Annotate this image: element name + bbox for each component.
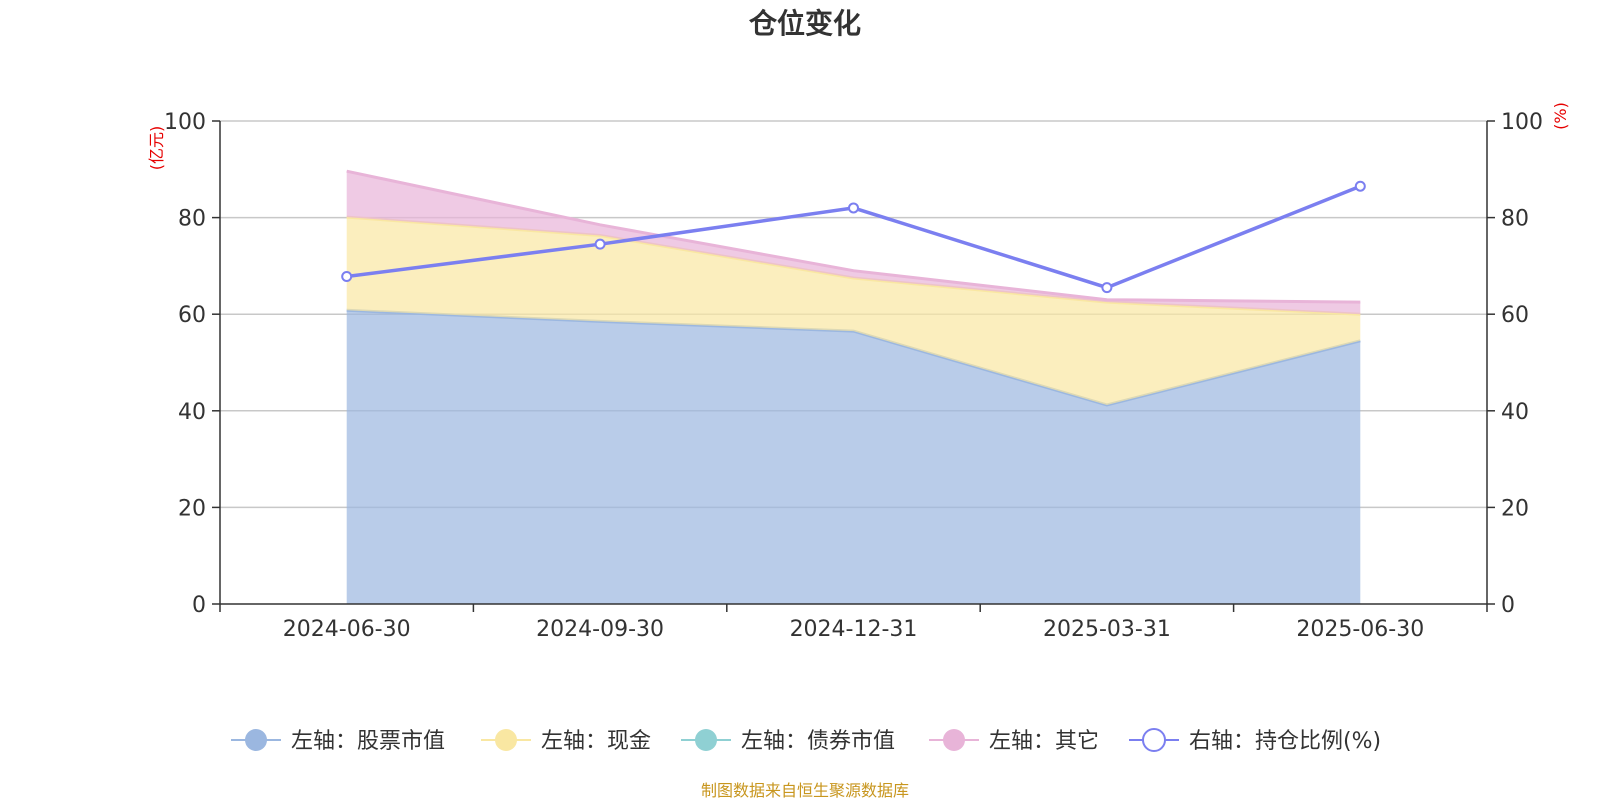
x-axis-tick-label: 2024-06-30	[283, 617, 411, 642]
area-series	[346, 169, 1361, 604]
legend-item: 左轴：债券市值	[681, 729, 895, 754]
left-axis-tick-label: 20	[178, 496, 206, 521]
legend-swatch-marker	[495, 729, 517, 751]
area-左轴：股票市值	[346, 310, 1361, 604]
left-axis-tick-label: 40	[178, 400, 206, 425]
left-axis-tick-label: 100	[164, 110, 206, 135]
data-source-note: 制图数据来自恒生聚源数据库	[701, 781, 909, 800]
line-point	[594, 238, 606, 250]
left-axis-tick-label: 0	[192, 593, 206, 618]
legend-item: 右轴：持仓比例(%)	[1129, 728, 1381, 754]
area-左轴：现金	[346, 217, 1361, 405]
legend-swatch-marker	[245, 729, 267, 751]
right-axis-tick-label: 20	[1501, 496, 1529, 521]
legend-label: 左轴：债券市值	[741, 729, 895, 754]
x-axis-tick-label: 2025-06-30	[1296, 617, 1424, 642]
legend-item: 左轴：其它	[929, 729, 1099, 754]
line-point	[341, 271, 353, 283]
x-axis-tick-label: 2024-09-30	[536, 617, 664, 642]
right-axis-tick-label: 100	[1501, 110, 1543, 135]
line-point	[848, 202, 859, 214]
chart-title: 仓位变化	[749, 7, 861, 40]
legend-item: 左轴：股票市值	[231, 729, 445, 754]
legend-label: 右轴：持仓比例(%)	[1189, 729, 1381, 754]
legend-swatch-marker	[1142, 728, 1166, 752]
area-edge-左轴：其它	[346, 169, 1361, 304]
x-axis-tick-label: 2024-12-31	[790, 617, 918, 642]
x-axis-tick-label: 2025-03-31	[1043, 617, 1171, 642]
right-axis-tick-label: 80	[1501, 207, 1529, 232]
line-series	[341, 180, 1366, 294]
line-point	[1354, 180, 1366, 192]
right-axis-unit: (%)	[1551, 102, 1570, 130]
right-axis-tick-label: 40	[1501, 400, 1529, 425]
legend-swatch-marker	[695, 729, 717, 751]
left-axis-tick-label: 80	[178, 207, 206, 232]
line-point	[1101, 282, 1113, 294]
axes: 0 20 40 60 80 100 0 20 40 60 80 100 2024-06-30 2024-0…	[164, 110, 1543, 642]
right-axis-tick-label: 0	[1501, 593, 1515, 618]
legend: 左轴：股票市值 左轴：现金 左轴：债券市值 左轴：其它 右轴：持仓比例(%)	[231, 728, 1381, 754]
right-axis-tick-label: 60	[1501, 303, 1529, 328]
legend-swatch-marker	[943, 729, 965, 751]
left-axis-unit: (亿元)	[147, 126, 166, 171]
legend-label: 左轴：股票市值	[291, 729, 445, 754]
left-axis-tick-label: 60	[178, 303, 206, 328]
legend-label: 左轴：其它	[989, 729, 1099, 754]
legend-label: 左轴：现金	[541, 729, 651, 754]
legend-item: 左轴：现金	[481, 729, 651, 754]
